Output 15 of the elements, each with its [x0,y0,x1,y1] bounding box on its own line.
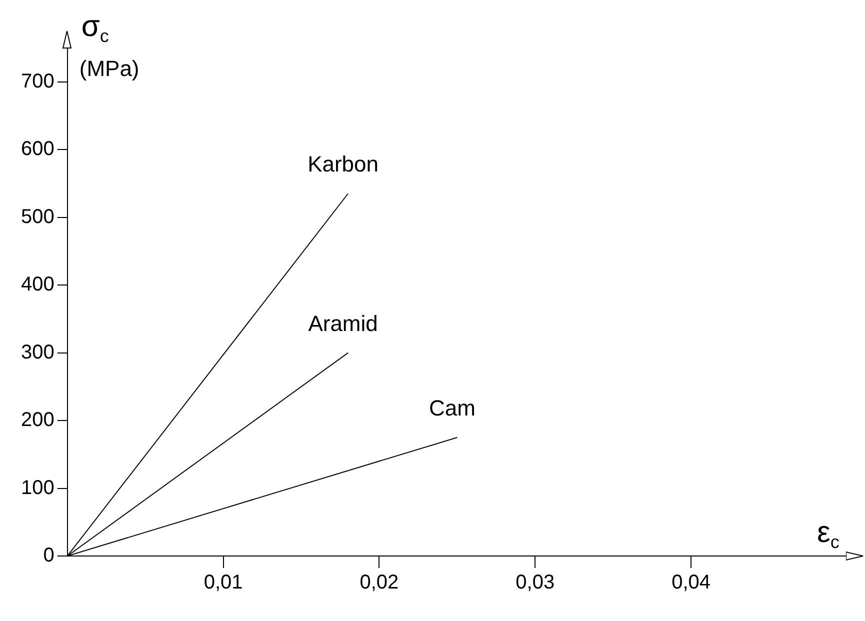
series-label: Karbon [308,152,379,177]
x-tick-label: 0,01 [204,572,243,594]
x-tick-label: 0,03 [516,572,555,594]
series-label: Aramid [308,310,378,336]
y-tick-label: 600 [20,138,54,160]
x-tick-label: 0,04 [672,572,711,594]
y-tick-label: 100 [20,476,54,499]
y-tick-label: 400 [20,274,54,296]
y-tick-label: 200 [20,409,54,432]
y-tick-label: 500 [20,206,54,228]
series-label: Cam [428,395,476,420]
y-tick-label: 300 [20,341,54,364]
y-tick-label: 0 [43,544,54,567]
x-tick-label: 0,02 [360,572,399,594]
y-tick-label: 700 [20,70,54,92]
